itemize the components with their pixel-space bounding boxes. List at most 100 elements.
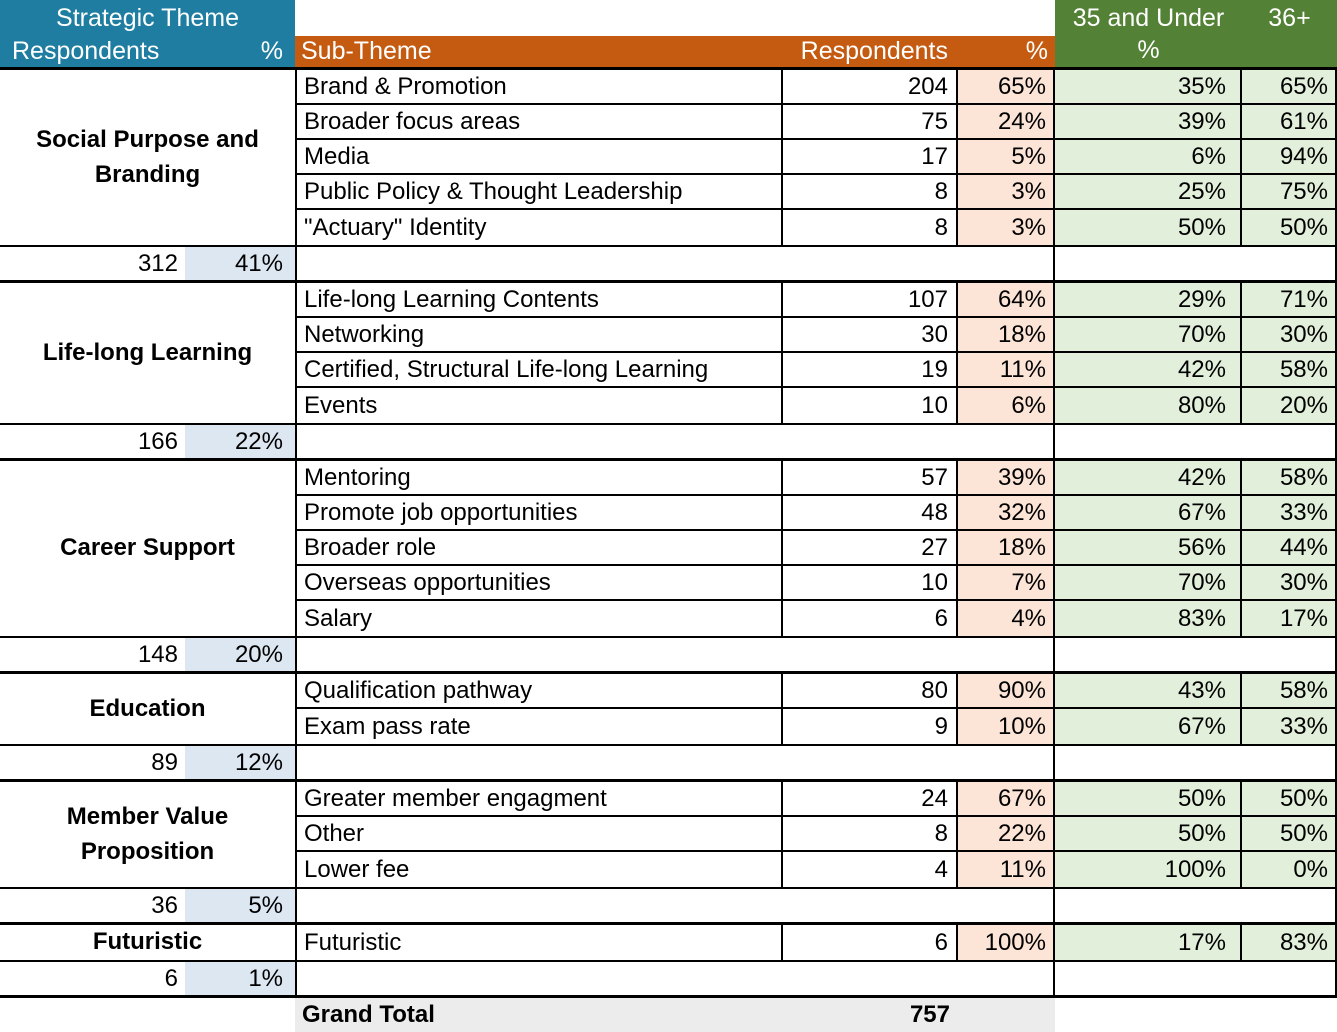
sub-theme-name-cell[interactable]: Brand & Promotion (295, 70, 783, 105)
sub-theme-name-cell[interactable]: Media (295, 140, 783, 175)
respondents-cell[interactable]: 6 (783, 601, 958, 636)
under-35-pct-cell[interactable]: 35% (1055, 70, 1242, 105)
sub-theme-name-cell[interactable]: Networking (295, 318, 783, 353)
theme-name-cell[interactable]: Life-long Learning (42, 338, 253, 366)
sub-theme-name-cell[interactable]: Mentoring (295, 461, 783, 496)
sub-theme-name-cell[interactable]: Life-long Learning Contents (295, 283, 783, 318)
pct-cell[interactable]: 32% (958, 496, 1055, 531)
theme-name-cell[interactable]: Career Support (60, 534, 235, 562)
pct-cell[interactable]: 10% (958, 709, 1055, 744)
respondents-cell[interactable]: 8 (783, 210, 958, 245)
over-36-pct-cell[interactable]: 58% (1242, 461, 1337, 496)
sub-theme-name-cell[interactable]: Broader role (295, 531, 783, 566)
respondents-cell[interactable]: 107 (783, 283, 958, 318)
theme-total-pct-cell[interactable]: 20% (185, 636, 295, 671)
over-36-pct-cell[interactable]: 71% (1242, 283, 1337, 318)
age-group-header[interactable]: 35 and Under % 36+ (1055, 0, 1337, 67)
over-36-pct-cell[interactable]: 58% (1242, 674, 1337, 709)
respondents-cell[interactable]: 204 (783, 70, 958, 105)
sub-theme-name-cell[interactable]: Qualification pathway (295, 674, 783, 709)
theme-total-pct-cell[interactable]: 1% (185, 960, 295, 995)
over-36-pct-cell[interactable]: 50% (1242, 817, 1337, 852)
respondents-cell[interactable]: 57 (783, 461, 958, 496)
over-36-pct-cell[interactable]: 17% (1242, 601, 1337, 636)
theme-total-respondents-cell[interactable]: 6 (0, 960, 185, 995)
under-35-pct-cell[interactable]: 6% (1055, 140, 1242, 175)
pct-cell[interactable]: 11% (958, 852, 1055, 887)
over-36-pct-cell[interactable]: 50% (1242, 782, 1337, 817)
under-35-pct-cell[interactable]: 100% (1055, 852, 1242, 887)
pct-cell[interactable]: 67% (958, 782, 1055, 817)
over-36-pct-cell[interactable]: 61% (1242, 105, 1337, 140)
grand-total-block[interactable]: Grand Total 757 (295, 998, 1055, 1032)
respondents-cell[interactable]: 48 (783, 496, 958, 531)
pct-cell[interactable]: 65% (958, 70, 1055, 105)
theme-total-respondents-cell[interactable]: 312 (0, 245, 185, 280)
under-35-pct-cell[interactable]: 83% (1055, 601, 1242, 636)
under-35-pct-cell[interactable]: 39% (1055, 105, 1242, 140)
over-36-pct-cell[interactable]: 44% (1242, 531, 1337, 566)
respondents-cell[interactable]: 4 (783, 852, 958, 887)
theme-name-cell[interactable]: Futuristic (92, 928, 203, 956)
respondents-cell[interactable]: 75 (783, 105, 958, 140)
strategic-theme-header[interactable]: Strategic Theme Respondents % (0, 0, 295, 67)
under-35-pct-cell[interactable]: 29% (1055, 283, 1242, 318)
over-36-pct-cell[interactable]: 33% (1242, 709, 1337, 744)
sub-theme-name-cell[interactable]: Overseas opportunities (295, 566, 783, 601)
over-36-pct-cell[interactable]: 30% (1242, 318, 1337, 353)
under-35-pct-cell[interactable]: 67% (1055, 496, 1242, 531)
pct-cell[interactable]: 24% (958, 105, 1055, 140)
pct-cell[interactable]: 3% (958, 175, 1055, 210)
theme-total-pct-cell[interactable]: 22% (185, 423, 295, 458)
pct-cell[interactable]: 22% (958, 817, 1055, 852)
over-36-pct-cell[interactable]: 30% (1242, 566, 1337, 601)
respondents-cell[interactable]: 6 (783, 925, 958, 960)
over-36-pct-cell[interactable]: 83% (1242, 925, 1337, 960)
theme-total-pct-cell[interactable]: 5% (185, 887, 295, 922)
sub-theme-name-cell[interactable]: Greater member engagment (295, 782, 783, 817)
theme-total-pct-cell[interactable]: 12% (185, 744, 295, 779)
under-35-pct-cell[interactable]: 43% (1055, 674, 1242, 709)
under-35-pct-cell[interactable]: 70% (1055, 318, 1242, 353)
theme-name-cell[interactable]: Social Purpose and Branding (36, 125, 259, 188)
under-35-pct-cell[interactable]: 25% (1055, 175, 1242, 210)
over-36-pct-cell[interactable]: 50% (1242, 210, 1337, 245)
over-36-pct-cell[interactable]: 33% (1242, 496, 1337, 531)
pct-cell[interactable]: 39% (958, 461, 1055, 496)
theme-total-respondents-cell[interactable]: 36 (0, 887, 185, 922)
under-35-pct-cell[interactable]: 42% (1055, 353, 1242, 388)
pct-cell[interactable]: 18% (958, 318, 1055, 353)
pct-cell[interactable]: 11% (958, 353, 1055, 388)
over-36-pct-cell[interactable]: 58% (1242, 353, 1337, 388)
theme-total-pct-cell[interactable]: 41% (185, 245, 295, 280)
over-36-pct-cell[interactable]: 65% (1242, 70, 1337, 105)
pct-cell[interactable]: 5% (958, 140, 1055, 175)
sub-theme-name-cell[interactable]: Broader focus areas (295, 105, 783, 140)
pct-cell[interactable]: 100% (958, 925, 1055, 960)
under-35-pct-cell[interactable]: 50% (1055, 782, 1242, 817)
sub-theme-name-cell[interactable]: Lower fee (295, 852, 783, 887)
respondents-cell[interactable]: 9 (783, 709, 958, 744)
sub-theme-name-cell[interactable]: Other (295, 817, 783, 852)
theme-total-respondents-cell[interactable]: 148 (0, 636, 185, 671)
sub-theme-name-cell[interactable]: Certified, Structural Life-long Learning (295, 353, 783, 388)
pct-cell[interactable]: 4% (958, 601, 1055, 636)
sub-theme-name-cell[interactable]: Futuristic (295, 925, 783, 960)
theme-total-respondents-cell[interactable]: 89 (0, 744, 185, 779)
respondents-cell[interactable]: 10 (783, 388, 958, 423)
sub-theme-header[interactable]: Sub-Theme Respondents % (295, 36, 1055, 67)
respondents-cell[interactable]: 80 (783, 674, 958, 709)
respondents-cell[interactable]: 17 (783, 140, 958, 175)
sub-theme-name-cell[interactable]: "Actuary" Identity (295, 210, 783, 245)
pct-cell[interactable]: 64% (958, 283, 1055, 318)
pct-cell[interactable]: 90% (958, 674, 1055, 709)
under-35-pct-cell[interactable]: 17% (1055, 925, 1242, 960)
over-36-pct-cell[interactable]: 94% (1242, 140, 1337, 175)
sub-theme-name-cell[interactable]: Salary (295, 601, 783, 636)
respondents-cell[interactable]: 24 (783, 782, 958, 817)
theme-name-cell[interactable]: Education (89, 694, 206, 722)
pct-cell[interactable]: 7% (958, 566, 1055, 601)
under-35-pct-cell[interactable]: 80% (1055, 388, 1242, 423)
respondents-cell[interactable]: 30 (783, 318, 958, 353)
respondents-cell[interactable]: 8 (783, 175, 958, 210)
